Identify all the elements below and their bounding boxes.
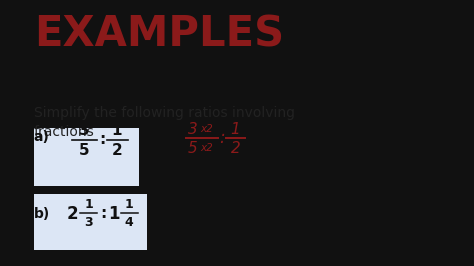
Text: 10: 10 (268, 135, 290, 150)
Text: Simplify the following ratios involving
fractions: Simplify the following ratios involving … (34, 106, 295, 139)
Text: 1: 1 (111, 123, 122, 138)
Text: 3: 3 (84, 217, 93, 229)
Text: 2: 2 (231, 141, 240, 156)
Text: :: : (100, 132, 106, 147)
Text: 3: 3 (79, 123, 90, 138)
Text: EXAMPLES: EXAMPLES (34, 13, 284, 55)
Text: b): b) (34, 207, 50, 221)
Text: 3: 3 (188, 122, 198, 136)
Text: 5: 5 (79, 143, 90, 158)
Text: x2: x2 (200, 124, 213, 134)
Text: 2: 2 (111, 143, 122, 158)
Text: x2: x2 (200, 143, 213, 153)
Text: 1: 1 (125, 198, 133, 211)
Text: 1: 1 (231, 122, 240, 136)
Text: 1: 1 (108, 205, 120, 223)
Text: 1: 1 (84, 198, 93, 211)
Text: :: : (219, 129, 225, 147)
Text: 4: 4 (125, 217, 133, 229)
FancyBboxPatch shape (34, 128, 139, 186)
Text: a): a) (34, 130, 50, 144)
FancyBboxPatch shape (34, 194, 147, 250)
Text: 2: 2 (66, 205, 78, 223)
Text: 5: 5 (188, 141, 198, 156)
Text: :: : (100, 206, 107, 221)
